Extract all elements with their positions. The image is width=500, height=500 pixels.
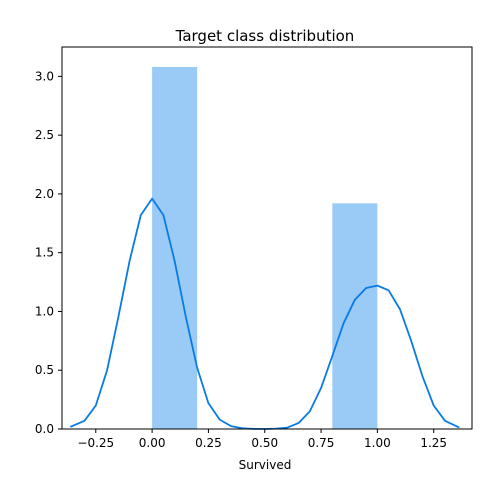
chart-title: Target class distribution bbox=[175, 27, 355, 45]
x-axis-label: Survived bbox=[239, 458, 292, 472]
histogram-bar-0 bbox=[152, 66, 198, 429]
y-tick-label: 0.5 bbox=[35, 363, 54, 377]
x-tick-label: 0.50 bbox=[251, 436, 278, 450]
y-tick-label: 1.0 bbox=[35, 304, 54, 318]
x-tick-label: −0.25 bbox=[77, 436, 114, 450]
x-tick-label: 0.00 bbox=[139, 436, 166, 450]
histogram-bar-1 bbox=[332, 203, 378, 429]
axes: −0.25 0.00 0.25 0.50 0.75 1.00 1.25 0.0 0.5 1.0 1.… bbox=[35, 46, 473, 450]
y-tick-label: 2.5 bbox=[35, 128, 54, 142]
x-tick-label: 1.00 bbox=[364, 436, 391, 450]
y-tick-label: 0.0 bbox=[35, 422, 54, 436]
x-tick-label: 0.75 bbox=[308, 436, 335, 450]
x-tick-label: 0.25 bbox=[195, 436, 222, 450]
axes-frame bbox=[61, 46, 473, 430]
y-tick-label: 3.0 bbox=[35, 69, 54, 83]
x-tick-label: 1.25 bbox=[420, 436, 447, 450]
plot-area bbox=[70, 66, 460, 430]
y-tick-label: 1.5 bbox=[35, 246, 54, 260]
y-tick-label: 2.0 bbox=[35, 187, 54, 201]
kde-line bbox=[70, 197, 460, 430]
